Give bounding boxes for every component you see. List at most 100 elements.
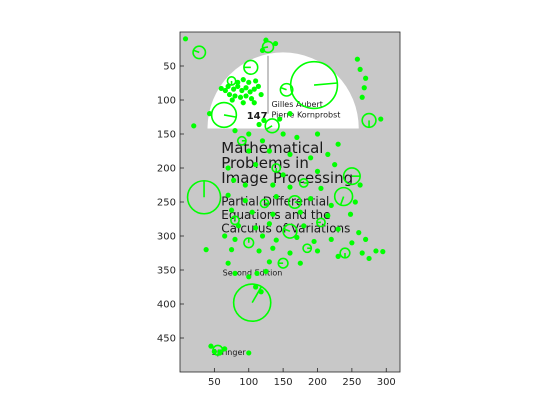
data-point — [301, 223, 306, 228]
data-point — [246, 80, 251, 85]
data-point — [373, 248, 378, 253]
data-point — [232, 237, 237, 242]
data-point — [229, 208, 234, 213]
data-point — [315, 131, 320, 136]
data-point — [298, 261, 303, 266]
data-point — [287, 111, 292, 116]
data-point — [260, 233, 265, 238]
data-point — [274, 237, 279, 242]
data-point — [287, 152, 292, 157]
data-point — [358, 67, 363, 72]
data-point — [259, 92, 264, 97]
data-point — [253, 162, 258, 167]
data-point — [360, 250, 365, 255]
data-point — [230, 97, 235, 102]
data-point — [222, 233, 227, 238]
y-tick-label: 400 — [157, 300, 176, 311]
x-tick-label: 50 — [208, 377, 221, 388]
data-point — [253, 78, 258, 83]
data-point — [274, 194, 279, 199]
data-point — [260, 138, 265, 143]
data-point — [308, 196, 313, 201]
data-point — [256, 122, 261, 127]
data-point — [232, 128, 237, 133]
data-point — [226, 165, 231, 170]
data-point — [380, 249, 385, 254]
data-point — [243, 198, 248, 203]
x-tick-label: 250 — [342, 377, 361, 388]
data-point — [353, 199, 358, 204]
data-point — [270, 212, 275, 217]
data-point — [329, 237, 334, 242]
y-tick-label: 150 — [157, 130, 176, 141]
book-title-line-3: Image Processing — [221, 169, 353, 187]
data-point — [254, 271, 259, 276]
data-point — [246, 148, 251, 153]
data-point — [241, 77, 246, 82]
x-tick-label: 200 — [308, 377, 327, 388]
data-point — [363, 237, 368, 242]
data-point — [256, 84, 261, 89]
data-point — [250, 210, 255, 215]
data-point — [287, 250, 292, 255]
data-point — [325, 213, 330, 218]
data-point — [204, 247, 209, 252]
data-point — [332, 162, 337, 167]
data-point — [226, 193, 231, 198]
data-point — [270, 246, 275, 251]
y-tick-label: 50 — [163, 62, 176, 73]
book-subtitle-line-2: Equations and the — [221, 208, 330, 222]
data-point — [311, 239, 316, 244]
data-point — [183, 36, 188, 41]
data-point — [226, 261, 231, 266]
x-tick-label: 300 — [377, 377, 396, 388]
data-point — [256, 248, 261, 253]
keypoint-orientation — [263, 47, 268, 48]
data-point — [267, 221, 272, 226]
data-point — [348, 212, 353, 217]
data-point — [246, 131, 251, 136]
data-point — [318, 186, 323, 191]
y-tick-label: 250 — [157, 198, 176, 209]
book-subtitle-line-3: Calculus of Variations — [221, 222, 350, 236]
x-tick-label: 150 — [274, 377, 293, 388]
y-tick-label: 200 — [157, 164, 176, 175]
x-tick-label: 100 — [239, 377, 258, 388]
y-tick-label: 100 — [157, 96, 176, 107]
data-point — [349, 240, 354, 245]
y-tick-label: 450 — [157, 334, 176, 345]
data-point — [267, 259, 272, 264]
data-point — [241, 100, 246, 105]
data-point — [246, 274, 251, 279]
data-point — [325, 152, 330, 157]
data-point — [336, 142, 341, 147]
axes: 147 Gilles Aubert Pierre Kornprobst Math… — [157, 32, 400, 388]
data-point — [287, 184, 292, 189]
data-point — [227, 92, 232, 97]
data-point — [362, 85, 367, 90]
data-point — [243, 93, 248, 98]
data-point — [252, 100, 257, 105]
data-point — [329, 203, 334, 208]
data-point — [363, 76, 368, 81]
data-point — [308, 155, 313, 160]
data-point — [281, 131, 286, 136]
data-point — [191, 123, 196, 128]
data-point — [366, 256, 371, 261]
data-point — [356, 230, 361, 235]
data-point — [298, 210, 303, 215]
data-point — [315, 169, 320, 174]
data-point — [267, 148, 272, 153]
data-point — [360, 95, 365, 100]
data-point — [232, 271, 237, 276]
data-point — [336, 227, 341, 232]
data-point — [281, 172, 286, 177]
data-point — [243, 85, 248, 90]
data-point — [243, 182, 248, 187]
data-point — [355, 57, 360, 62]
data-point — [238, 95, 243, 100]
y-tick-label: 300 — [157, 232, 176, 243]
keypoint-orientation — [295, 202, 301, 203]
data-point — [229, 247, 234, 252]
